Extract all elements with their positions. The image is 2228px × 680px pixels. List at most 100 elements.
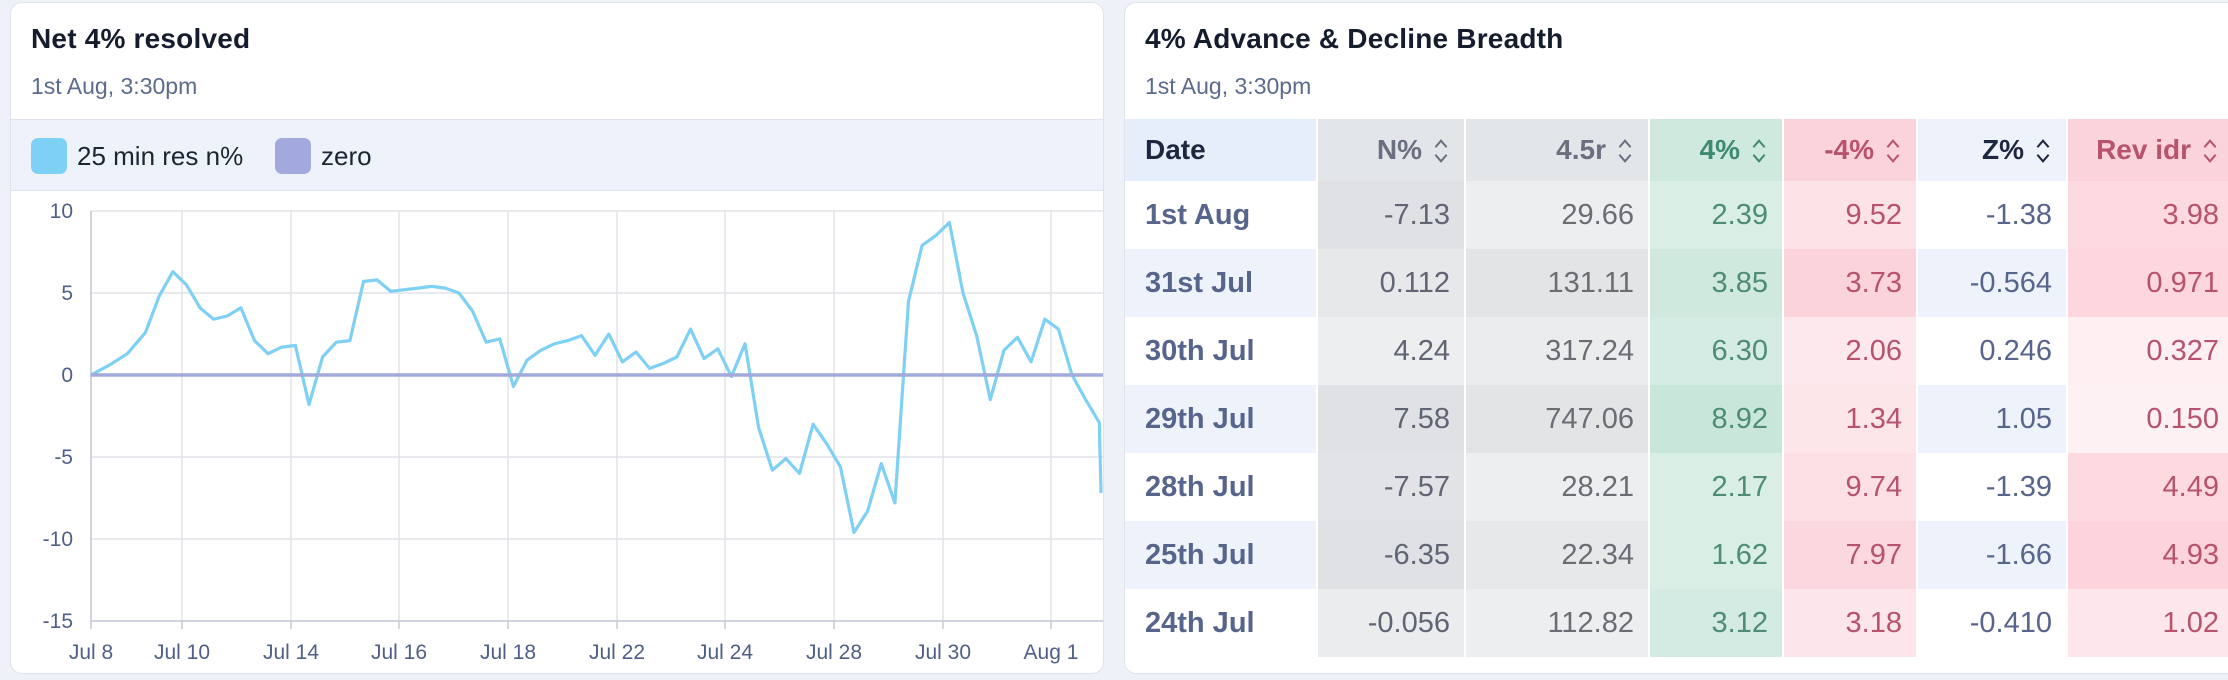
row-value-cell: 317.24 <box>1465 317 1650 385</box>
legend-item-zero[interactable]: zero <box>275 138 372 174</box>
row-value-cell: 0.327 <box>2067 317 2228 385</box>
row-value-cell: 0.150 <box>2067 385 2228 453</box>
chart-timestamp: 1st Aug, 3:30pm <box>31 73 198 99</box>
row-value-cell: 1.34 <box>1783 385 1918 453</box>
row-value-cell: 4.93 <box>2067 521 2228 589</box>
column-header-date[interactable]: Date <box>1125 119 1318 181</box>
column-header-rev-idr[interactable]: Rev idr <box>2067 119 2228 181</box>
sort-icon[interactable] <box>1750 136 1768 166</box>
table-row[interactable]: 28th Jul -7.57 28.21 2.17 9.74 -1.39 4.49 <box>1125 453 2228 521</box>
table-row[interactable]: 1st Aug -7.13 29.66 2.39 9.52 -1.38 3.98 <box>1125 181 2228 249</box>
x-tick-label: Jul 24 <box>697 641 753 664</box>
row-value-cell: 2.06 <box>1783 317 1918 385</box>
sort-icon[interactable] <box>2034 136 2052 166</box>
legend-swatch-series <box>31 138 67 174</box>
row-value-cell: 7.97 <box>1783 521 1918 589</box>
sort-icon[interactable] <box>2201 136 2219 166</box>
breadth-card: 4% Advance & Decline Breadth 1st Aug, 3:… <box>1124 2 2228 674</box>
legend-label-series: 25 min res n% <box>77 140 244 171</box>
row-value-cell: 1.05 <box>1917 385 2068 453</box>
row-value-cell: 3.98 <box>2067 181 2228 249</box>
y-tick-label: 0 <box>61 364 73 387</box>
row-value-cell: 3.73 <box>1783 249 1918 317</box>
column-header-4-5r[interactable]: 4.5r <box>1465 119 1650 181</box>
column-header-decline[interactable]: -4% <box>1783 119 1918 181</box>
x-tick-label: Jul 14 <box>263 641 319 664</box>
row-value-cell: 29.66 <box>1465 181 1650 249</box>
x-tick-label: Jul 30 <box>915 641 971 664</box>
net-resolved-card: Net 4% resolved 1st Aug, 3:30pm 25 min r… <box>10 2 1104 674</box>
row-date-cell: 28th Jul <box>1125 453 1318 521</box>
row-value-cell: 3.12 <box>1649 589 1784 657</box>
row-value-cell: -0.056 <box>1317 589 1466 657</box>
y-tick-label: -10 <box>43 528 73 551</box>
row-value-cell: 6.30 <box>1649 317 1784 385</box>
sort-icon[interactable] <box>1616 136 1634 166</box>
chart-title: Net 4% resolved <box>31 23 251 54</box>
row-value-cell: -6.35 <box>1317 521 1466 589</box>
column-header-z-pct[interactable]: Z% <box>1917 119 2068 181</box>
x-tick-label: Jul 18 <box>480 641 536 664</box>
row-value-cell: 7.58 <box>1317 385 1466 453</box>
table-row[interactable]: 31st Jul 0.112 131.11 3.85 3.73 -0.564 0.971 <box>1125 249 2228 317</box>
table-body: 1st Aug -7.13 29.66 2.39 9.52 -1.38 3.98 31st J… <box>1125 181 2228 657</box>
series-line-res <box>90 220 1103 534</box>
column-header-n-pct[interactable]: N% <box>1317 119 1466 181</box>
row-value-cell: -7.13 <box>1317 181 1466 249</box>
row-value-cell: 9.74 <box>1783 453 1918 521</box>
row-value-cell: 112.82 <box>1465 589 1650 657</box>
row-value-cell: 3.18 <box>1783 589 1918 657</box>
row-value-cell: -1.39 <box>1917 453 2068 521</box>
x-tick-label: Jul 28 <box>806 641 862 664</box>
row-value-cell: 0.112 <box>1317 249 1466 317</box>
table-row[interactable]: 30th Jul 4.24 317.24 6.30 2.06 0.246 0.327 <box>1125 317 2228 385</box>
row-value-cell: 1.62 <box>1649 521 1784 589</box>
column-header-label: 4% <box>1699 133 1740 165</box>
row-value-cell: -1.66 <box>1917 521 2068 589</box>
column-header-advance[interactable]: 4% <box>1649 119 1784 181</box>
row-value-cell: 3.85 <box>1649 249 1784 317</box>
y-tick-label: 10 <box>50 200 73 223</box>
chart-legend: 25 min res n% zero <box>11 119 1103 191</box>
table-row[interactable]: 29th Jul 7.58 747.06 8.92 1.34 1.05 0.150 <box>1125 385 2228 453</box>
table-timestamp: 1st Aug, 3:30pm <box>1145 73 1312 99</box>
row-date-cell: 29th Jul <box>1125 385 1318 453</box>
row-value-cell: 2.17 <box>1649 453 1784 521</box>
legend-label-zero: zero <box>321 140 372 171</box>
row-value-cell: 131.11 <box>1465 249 1650 317</box>
table-title: 4% Advance & Decline Breadth <box>1145 23 1564 54</box>
row-value-cell: 9.52 <box>1783 181 1918 249</box>
x-tick-label: Aug 1 <box>1024 641 1079 664</box>
legend-item-series[interactable]: 25 min res n% <box>31 138 243 174</box>
row-value-cell: 0.246 <box>1917 317 2068 385</box>
y-tick-label: -15 <box>43 610 73 633</box>
row-date-cell: 25th Jul <box>1125 521 1318 589</box>
row-date-cell: 31st Jul <box>1125 249 1318 317</box>
table-header-row: Date N% 4.5r 4% -4% Z% Rev idr <box>1125 119 2228 181</box>
column-header-label: 4.5r <box>1556 133 1606 165</box>
row-value-cell: 8.92 <box>1649 385 1784 453</box>
sort-icon[interactable] <box>1884 136 1902 166</box>
breadth-table: Date N% 4.5r 4% -4% Z% Rev idr 1st Aug -7… <box>1125 119 2228 657</box>
x-tick-label: Jul 22 <box>589 641 645 664</box>
row-value-cell: 0.971 <box>2067 249 2228 317</box>
row-value-cell: -1.38 <box>1917 181 2068 249</box>
row-value-cell: -0.564 <box>1917 249 2068 317</box>
row-value-cell: -0.410 <box>1917 589 2068 657</box>
row-date-cell: 1st Aug <box>1125 181 1318 249</box>
column-header-label: Date <box>1145 134 1206 165</box>
row-date-cell: 24th Jul <box>1125 589 1318 657</box>
table-row[interactable]: 25th Jul -6.35 22.34 1.62 7.97 -1.66 4.93 <box>1125 521 2228 589</box>
column-header-label: Rev idr <box>2096 133 2191 165</box>
row-date-cell: 30th Jul <box>1125 317 1318 385</box>
table-row[interactable]: 24th Jul -0.056 112.82 3.12 3.18 -0.410 1.02 <box>1125 589 2228 657</box>
sort-icon[interactable] <box>1432 136 1450 166</box>
legend-swatch-zero <box>275 138 311 174</box>
row-value-cell: 28.21 <box>1465 453 1650 521</box>
row-value-cell: 22.34 <box>1465 521 1650 589</box>
row-value-cell: 4.24 <box>1317 317 1466 385</box>
x-tick-label: Jul 16 <box>371 641 427 664</box>
row-value-cell: 4.49 <box>2067 453 2228 521</box>
column-header-label: -4% <box>1824 133 1874 165</box>
line-chart[interactable]: 10 5 0 -5 -10 -15 Jul 8 Jul 10 Jul 14 Jul 16 Jul 1… <box>11 191 1104 674</box>
